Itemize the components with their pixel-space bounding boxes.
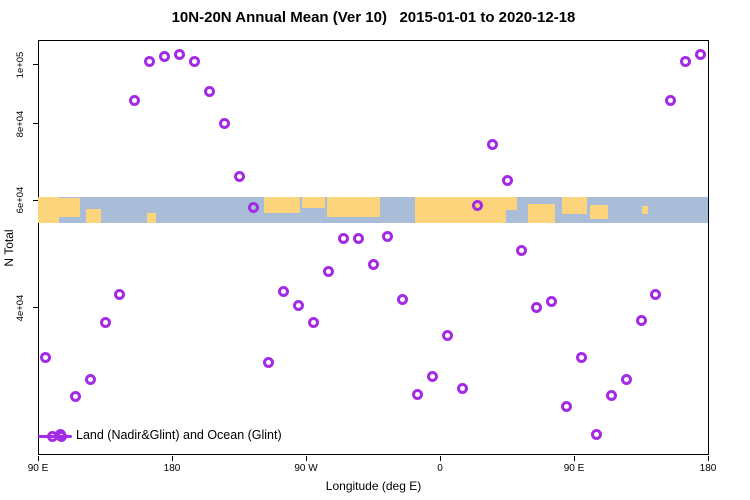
data-point xyxy=(218,118,230,130)
legend-label: Land (Nadir&Glint) and Ocean (Glint) xyxy=(76,428,282,442)
land-segment xyxy=(58,198,80,218)
data-point xyxy=(605,390,617,402)
x-axis-tick xyxy=(707,456,709,461)
x-axis-label: Longitude (deg E) xyxy=(325,479,422,493)
x-axis-tick-label: 90 W xyxy=(294,463,318,474)
data-point xyxy=(441,330,453,342)
land-segment xyxy=(38,197,59,223)
data-point xyxy=(114,289,126,301)
x-axis-tick-label: 90 E xyxy=(563,463,585,474)
chart-title: 10N-20N Annual Mean (Ver 10) 2015-01-01 … xyxy=(171,9,576,26)
land-segment xyxy=(505,197,518,210)
data-point xyxy=(575,351,587,363)
x-axis-tick-label: 90 E xyxy=(27,463,49,474)
data-point xyxy=(695,48,707,60)
legend-marker xyxy=(55,430,67,442)
x-axis-tick xyxy=(37,456,39,461)
data-point xyxy=(516,244,528,256)
land-segment xyxy=(264,197,301,213)
data-point xyxy=(590,429,602,441)
land-segment xyxy=(301,197,326,208)
land-segment xyxy=(590,204,609,220)
x-axis-tick xyxy=(439,456,441,461)
data-point xyxy=(546,295,558,307)
data-point xyxy=(471,199,483,211)
data-point xyxy=(501,175,513,187)
data-point xyxy=(144,56,156,68)
data-point xyxy=(531,302,543,314)
data-point xyxy=(233,170,245,182)
y-axis-tick xyxy=(33,123,38,125)
data-point xyxy=(427,370,439,382)
land-segment xyxy=(326,197,381,218)
y-axis-tick xyxy=(33,307,38,309)
data-point xyxy=(352,232,364,244)
data-point xyxy=(322,265,334,277)
data-point xyxy=(382,230,394,242)
x-axis-tick xyxy=(305,456,307,461)
data-point xyxy=(203,86,215,98)
data-point xyxy=(307,316,319,328)
data-point xyxy=(99,316,111,328)
land-segment xyxy=(562,197,588,214)
y-axis-tick-label: 4e+04 xyxy=(15,294,26,322)
y-axis-tick xyxy=(33,199,38,201)
data-point xyxy=(39,351,51,363)
land-segment xyxy=(642,206,649,214)
x-axis-tick-label: 180 xyxy=(699,463,717,474)
data-point xyxy=(561,400,573,412)
data-point xyxy=(84,374,96,386)
data-point xyxy=(367,259,379,271)
y-axis-tick-label: 8e+04 xyxy=(15,110,26,138)
land-segment xyxy=(85,208,101,223)
data-point xyxy=(173,48,185,60)
data-point xyxy=(665,95,677,107)
plot-area xyxy=(38,40,709,455)
x-axis-tick-label: 0 xyxy=(437,463,443,474)
data-point xyxy=(650,288,662,300)
y-axis-tick-label: 6e+04 xyxy=(15,186,26,214)
data-point xyxy=(620,374,632,386)
x-axis-tick-label: 180 xyxy=(163,463,181,474)
data-point xyxy=(412,389,424,401)
x-axis-tick xyxy=(171,456,173,461)
land-segment xyxy=(527,203,555,223)
land-segment xyxy=(414,197,506,223)
data-point xyxy=(248,202,260,214)
data-point xyxy=(263,357,275,369)
data-point xyxy=(456,383,468,395)
data-point xyxy=(486,139,498,151)
data-point xyxy=(293,299,305,311)
land-segment xyxy=(146,212,156,223)
data-point xyxy=(337,232,349,244)
y-axis-tick-label: 1e+05 xyxy=(15,51,26,78)
data-point xyxy=(635,315,647,327)
x-axis-tick xyxy=(573,456,575,461)
data-point xyxy=(159,51,171,63)
y-axis-tick xyxy=(33,64,38,66)
data-point xyxy=(129,95,141,107)
data-point xyxy=(69,391,81,403)
data-point xyxy=(278,285,290,297)
data-point xyxy=(188,56,200,68)
data-point xyxy=(680,56,692,68)
data-point xyxy=(397,294,409,306)
